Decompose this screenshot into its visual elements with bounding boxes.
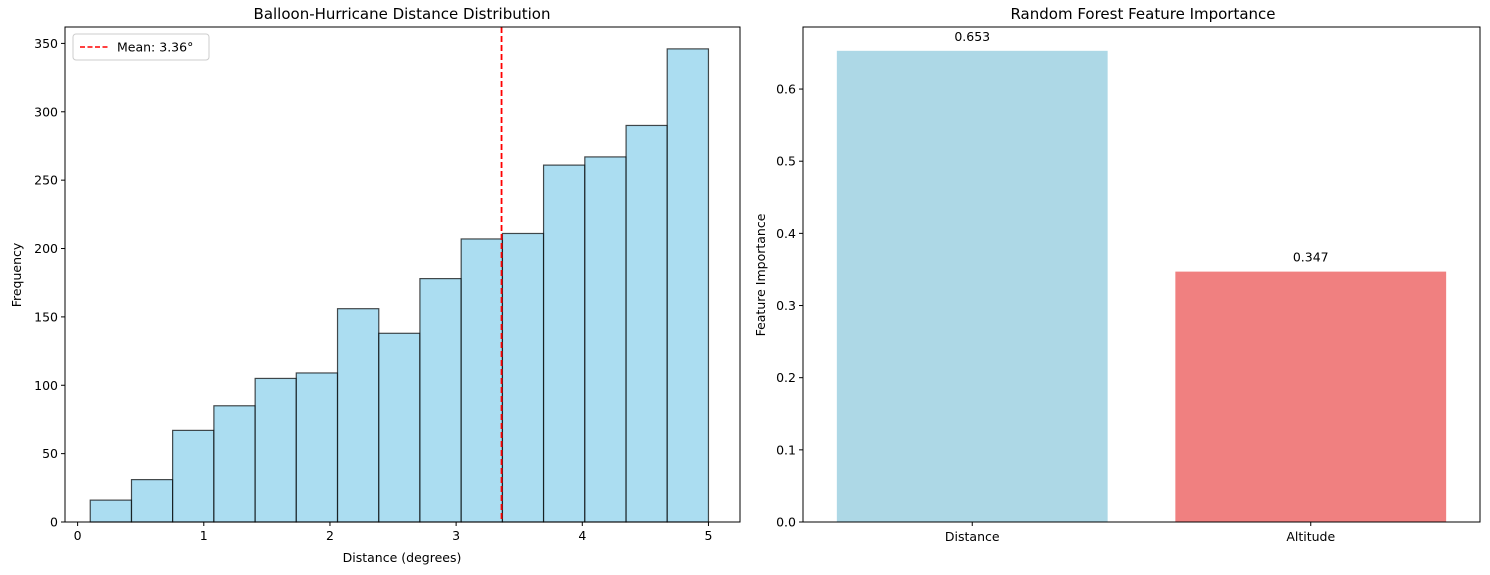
histogram-bar <box>89 499 133 523</box>
y-tick-label: 0.6 <box>776 82 796 97</box>
histogram-bar <box>625 124 668 523</box>
y-tick-label: 150 <box>34 309 58 324</box>
histogram-bar <box>584 156 627 523</box>
x-tick-label: Distance <box>945 529 1000 544</box>
y-tick-label: 0.1 <box>776 442 796 457</box>
chart2-y-ticks: 0.0 0.1 0.2 0.3 0.4 0.5 0.6 <box>776 82 803 530</box>
chart2-plot-frame <box>802 26 1481 523</box>
histogram-bar <box>254 377 297 523</box>
y-tick-label: 100 <box>34 378 58 393</box>
legend-mean-label: Mean: 3.36° <box>117 40 193 55</box>
x-tick-label: 4 <box>578 528 586 543</box>
chart1-x-ticks: 0 1 2 3 4 5 <box>74 522 712 543</box>
y-tick-label: 0.0 <box>776 515 796 530</box>
chart1-y-ticks: 0 50 100 150 200 250 300 350 <box>34 36 65 530</box>
importance-value-labels: 0.653 0.347 <box>954 29 1328 265</box>
y-tick-label: 0.4 <box>776 226 796 241</box>
y-tick-label: 0.5 <box>776 154 796 169</box>
x-tick-label: Altitude <box>1286 529 1335 544</box>
histogram-bar <box>419 278 462 523</box>
x-tick-label: 1 <box>200 528 208 543</box>
chart2-y-label: Feature Importance <box>753 213 768 336</box>
histogram-bar <box>542 164 586 523</box>
y-tick-label: 0.3 <box>776 298 796 313</box>
importance-bar-distance <box>836 50 1108 523</box>
histogram-bars <box>89 48 710 523</box>
histogram-bar <box>295 372 339 523</box>
histogram-bar <box>172 429 215 523</box>
x-tick-label: 5 <box>704 528 712 543</box>
y-tick-label: 300 <box>34 104 58 119</box>
histogram-bar <box>130 479 174 523</box>
y-tick-label: 350 <box>34 36 58 51</box>
chart1-title: Balloon-Hurricane Distance Distribution <box>254 5 551 23</box>
chart2-title: Random Forest Feature Importance <box>1010 5 1275 23</box>
histogram-bar <box>336 308 380 523</box>
importance-value-label: 0.653 <box>954 29 990 44</box>
chart1-plot-frame <box>64 26 741 523</box>
y-tick-label: 50 <box>42 446 58 461</box>
chart2-x-ticks: Distance Altitude <box>945 522 1335 544</box>
chart1-x-label: Distance (degrees) <box>343 550 462 565</box>
histogram-chart: Balloon-Hurricane Distance Distribution … <box>9 5 741 565</box>
x-tick-label: 0 <box>74 528 82 543</box>
y-tick-label: 0 <box>50 515 58 530</box>
importance-bars <box>836 50 1447 523</box>
histogram-bar <box>501 232 545 523</box>
y-tick-label: 250 <box>34 173 58 188</box>
importance-value-label: 0.347 <box>1293 250 1329 265</box>
y-tick-label: 200 <box>34 241 58 256</box>
importance-bar-altitude <box>1175 271 1447 522</box>
chart1-legend: Mean: 3.36° <box>72 33 210 61</box>
histogram-bar <box>213 405 256 523</box>
x-tick-label: 3 <box>452 528 460 543</box>
histogram-bar <box>666 48 710 523</box>
feature-importance-chart: Random Forest Feature Importance 0.6530.… <box>753 5 1481 544</box>
histogram-bar <box>460 238 504 523</box>
chart1-y-label: Frequency <box>9 242 24 307</box>
y-tick-label: 0.2 <box>776 370 796 385</box>
x-tick-label: 2 <box>326 528 334 543</box>
histogram-bar <box>378 332 421 523</box>
legend-box <box>72 33 210 61</box>
